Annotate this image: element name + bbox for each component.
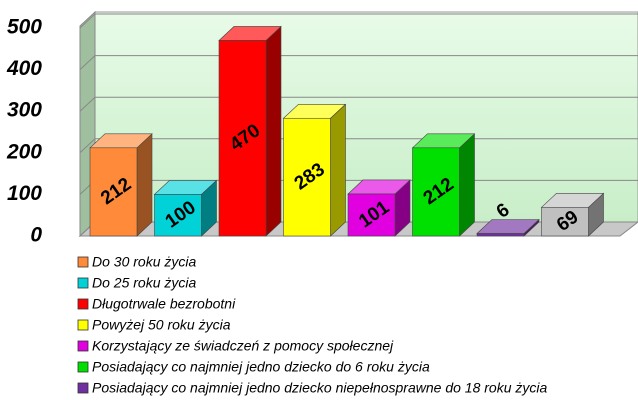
bar-side (136, 133, 153, 237)
bar-side (459, 133, 475, 237)
legend-label: Korzystający ze świadczeń z pomocy społe… (92, 338, 394, 354)
bar (89, 147, 138, 237)
bar-group (347, 179, 411, 237)
y-tick-label: 0 (30, 224, 42, 247)
grid-line (79, 55, 96, 70)
bar (541, 206, 589, 237)
legend-swatch (77, 340, 89, 352)
bar-side (265, 25, 282, 237)
bar-group (89, 133, 153, 237)
y-tick-label: 100 (7, 182, 42, 205)
legend-swatch (77, 361, 89, 373)
legend-label: Posiadający co najmniej jedno dziecko ni… (92, 380, 547, 396)
bar (218, 40, 267, 237)
bar (412, 147, 460, 237)
bar (283, 117, 331, 237)
y-tick-label: 500 (7, 16, 42, 39)
bar-group (540, 192, 605, 237)
bar (476, 233, 525, 237)
legend-swatch (77, 319, 89, 331)
bar (347, 193, 396, 237)
legend-label: Długotrwale bezrobotni (92, 296, 236, 312)
legend-label: Do 30 roku życia (92, 254, 196, 270)
bar-group (282, 103, 347, 237)
legend-label: Posiadający co najmniej jedno dziecko do… (92, 359, 430, 375)
legend-label: Powyżej 50 roku życia (92, 317, 231, 333)
legend-label: Do 25 roku życia (92, 275, 196, 291)
bar-group (153, 179, 218, 237)
grid-line (79, 138, 96, 154)
y-tick-label: 400 (6, 57, 42, 80)
legend-swatch (77, 277, 89, 289)
legend-swatch (77, 298, 89, 310)
bar-group (218, 25, 282, 237)
bar-group (411, 133, 476, 237)
bar (154, 194, 202, 237)
grid-line (79, 96, 96, 112)
bar-group (476, 218, 540, 237)
grid-line (79, 13, 96, 29)
y-tick-label: 300 (7, 99, 42, 122)
bar-side (330, 103, 346, 237)
y-tick-label: 200 (6, 140, 42, 163)
legend-swatch (77, 256, 89, 268)
legend-swatch (77, 382, 89, 394)
